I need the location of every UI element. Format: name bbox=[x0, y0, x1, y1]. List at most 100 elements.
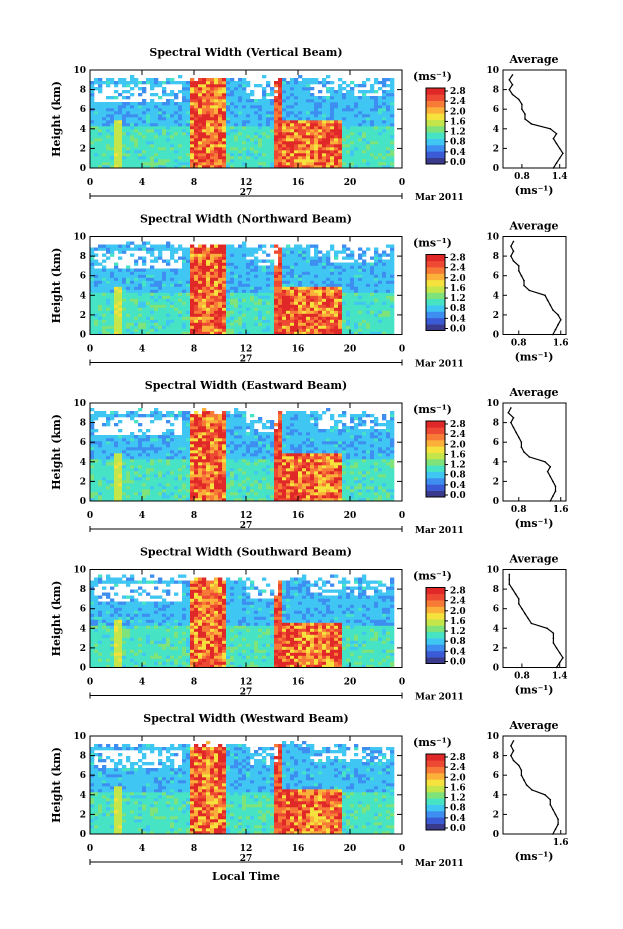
heatmap-cell bbox=[274, 132, 279, 136]
heatmap-cell bbox=[378, 331, 383, 335]
heatmap-cell bbox=[346, 90, 351, 94]
heatmap-cell bbox=[214, 102, 219, 106]
heatmap-cell bbox=[190, 123, 195, 127]
heatmap-cell bbox=[346, 120, 351, 124]
heatmap-cell bbox=[354, 286, 359, 290]
heatmap-cell bbox=[234, 84, 239, 88]
heatmap-cell bbox=[206, 120, 211, 124]
heatmap-cell bbox=[338, 96, 343, 100]
heatmap-cell bbox=[122, 480, 127, 484]
heatmap-cell bbox=[354, 120, 359, 124]
heatmap-cell bbox=[222, 256, 227, 260]
heatmap-cell bbox=[242, 90, 247, 94]
heatmap-cell bbox=[254, 144, 259, 148]
heatmap-cell bbox=[198, 111, 203, 115]
heatmap-cell bbox=[286, 102, 291, 106]
heatmap-cell bbox=[298, 271, 303, 275]
heatmap-cell bbox=[94, 132, 99, 136]
heatmap-cell bbox=[318, 141, 323, 145]
heatmap-cell bbox=[274, 286, 279, 290]
heatmap-cell bbox=[110, 111, 115, 115]
heatmap-cell bbox=[310, 271, 315, 275]
heatmap-cell bbox=[102, 244, 107, 248]
avg-x-axis-label: (ms⁻¹) bbox=[515, 184, 554, 197]
heatmap-cell bbox=[254, 280, 259, 284]
heatmap-cell bbox=[94, 259, 99, 263]
heatmap-cell bbox=[110, 310, 115, 314]
heatmap-cell bbox=[222, 105, 227, 109]
heatmap-cell bbox=[350, 310, 355, 314]
heatmap-cell bbox=[98, 150, 103, 154]
heatmap-cell bbox=[214, 271, 219, 275]
heatmap-cell bbox=[318, 295, 323, 299]
heatmap-cell bbox=[130, 465, 135, 469]
heatmap-cell bbox=[198, 304, 203, 308]
heatmap-cell bbox=[306, 159, 311, 163]
heatmap-cell bbox=[298, 129, 303, 133]
heatmap-cell bbox=[106, 486, 111, 490]
heatmap-cell bbox=[110, 102, 115, 106]
heatmap-cell bbox=[314, 126, 319, 130]
heatmap-cell bbox=[110, 159, 115, 163]
heatmap-cell bbox=[146, 159, 151, 163]
heatmap-cell bbox=[206, 313, 211, 317]
heatmap-cell bbox=[182, 96, 187, 100]
heatmap-cell bbox=[306, 129, 311, 133]
heatmap-cell bbox=[326, 144, 331, 148]
heatmap-cell bbox=[158, 456, 163, 460]
heatmap-cell bbox=[126, 111, 131, 115]
heatmap-cell bbox=[122, 483, 127, 487]
heatmap-cell bbox=[126, 150, 131, 154]
heatmap-cell bbox=[378, 111, 383, 115]
heatmap-cell bbox=[174, 498, 179, 502]
heatmap-cell bbox=[146, 129, 151, 133]
heatmap-cell bbox=[278, 132, 283, 136]
heatmap-cell bbox=[134, 280, 139, 284]
heatmap-cell bbox=[202, 274, 207, 278]
heatmap-cell bbox=[154, 81, 159, 85]
heatmap-cell bbox=[354, 274, 359, 278]
heatmap-cell bbox=[382, 153, 387, 157]
heatmap-cell bbox=[102, 253, 107, 257]
heatmap-cell bbox=[126, 153, 131, 157]
heatmap-cell bbox=[134, 132, 139, 136]
heatmap-cell bbox=[194, 165, 199, 169]
heatmap-cell bbox=[218, 117, 223, 121]
heatmap-cell bbox=[342, 301, 347, 305]
heatmap-cell bbox=[358, 144, 363, 148]
heatmap-cell bbox=[338, 138, 343, 142]
heatmap-cell bbox=[350, 319, 355, 323]
heatmap-cell bbox=[254, 165, 259, 169]
heatmap-cell bbox=[338, 132, 343, 136]
heatmap-cell bbox=[274, 322, 279, 326]
heatmap-cell bbox=[322, 331, 327, 335]
heatmap-cell bbox=[106, 138, 111, 142]
heatmap-cell bbox=[114, 96, 119, 100]
heatmap-cell bbox=[302, 123, 307, 127]
heatmap-cell bbox=[122, 322, 127, 326]
heatmap-cell bbox=[110, 316, 115, 320]
heatmap-cell bbox=[198, 159, 203, 163]
heatmap-cell bbox=[258, 105, 263, 109]
heatmap-cell bbox=[130, 298, 135, 302]
heatmap-cell bbox=[270, 295, 275, 299]
heatmap-cell bbox=[198, 162, 203, 166]
heatmap-cell bbox=[218, 268, 223, 272]
heatmap-cell bbox=[270, 280, 275, 284]
heatmap-cell bbox=[154, 126, 159, 130]
heatmap-cell bbox=[102, 489, 107, 493]
heatmap-cell bbox=[162, 274, 167, 278]
heatmap-cell bbox=[278, 141, 283, 145]
heatmap-cell bbox=[166, 153, 171, 157]
heatmap-cell bbox=[186, 331, 191, 335]
heatmap-cell bbox=[306, 111, 311, 115]
heatmap-cell bbox=[350, 126, 355, 130]
heatmap-cell bbox=[150, 244, 155, 248]
heatmap-cell bbox=[98, 111, 103, 115]
heatmap-cell bbox=[258, 129, 263, 133]
heatmap-cell bbox=[166, 283, 171, 287]
heatmap-cell bbox=[294, 135, 299, 139]
heatmap-cell bbox=[298, 120, 303, 124]
heatmap-cell bbox=[198, 84, 203, 88]
heatmap-cell bbox=[126, 241, 131, 245]
